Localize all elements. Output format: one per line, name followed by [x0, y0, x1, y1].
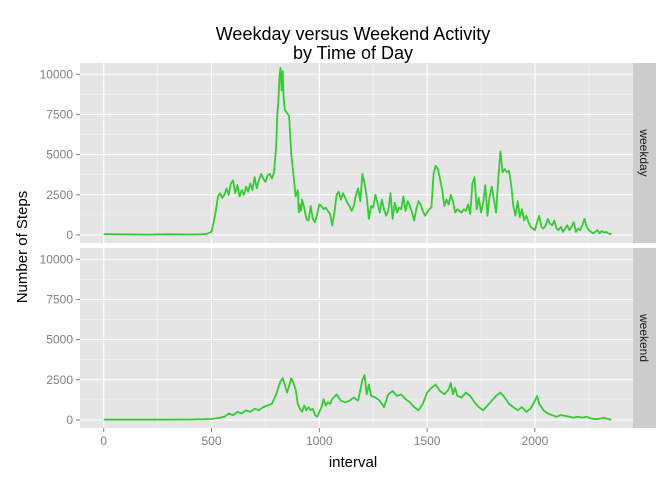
panel-weekday: 0 2500 5000 7500 10000 weekday	[40, 63, 656, 243]
y-tick-label: 5000	[46, 333, 73, 347]
panel-background	[80, 63, 633, 243]
chart-title-line-1: Weekday versus Weekend Activity	[216, 24, 490, 44]
y-tick-label: 7500	[46, 107, 73, 121]
y-tick-label: 7500	[46, 292, 73, 306]
y-tick-label: 10000	[40, 252, 74, 266]
x-tick-label: 2000	[522, 434, 549, 448]
panel-weekend: 0 2500 5000 7500 10000 weekend	[40, 248, 656, 428]
chart-title: Weekday versus Weekend Activity by Time …	[216, 24, 490, 63]
y-tick-label: 0	[66, 228, 73, 242]
panel-background	[80, 248, 633, 428]
chart-title-line-2: by Time of Day	[293, 43, 413, 63]
x-axis: 0 500 1000 1500 2000	[100, 428, 549, 448]
strip-label-weekday: weekday	[637, 128, 651, 176]
x-tick-label: 500	[201, 434, 221, 448]
strip-background	[633, 248, 656, 428]
series-line-weekend	[103, 374, 612, 421]
series-line-weekday	[103, 66, 612, 236]
x-tick-label: 1500	[414, 434, 441, 448]
y-tick-label: 0	[66, 413, 73, 427]
y-tick-label: 5000	[46, 148, 73, 162]
y-tick-label: 2500	[46, 188, 73, 202]
strip-background	[633, 63, 656, 243]
x-tick-label: 0	[100, 434, 107, 448]
y-axis-title: Number of Steps	[14, 191, 31, 304]
panels: 0 2500 5000 7500 10000 weekday 0 2500 5000 7500 10…	[40, 63, 656, 428]
x-tick-label: 1000	[306, 434, 333, 448]
y-tick-label: 10000	[40, 67, 74, 81]
y-tick-label: 2500	[46, 373, 73, 387]
strip-label-weekend: weekend	[637, 313, 651, 362]
x-axis-title: interval	[329, 454, 377, 471]
